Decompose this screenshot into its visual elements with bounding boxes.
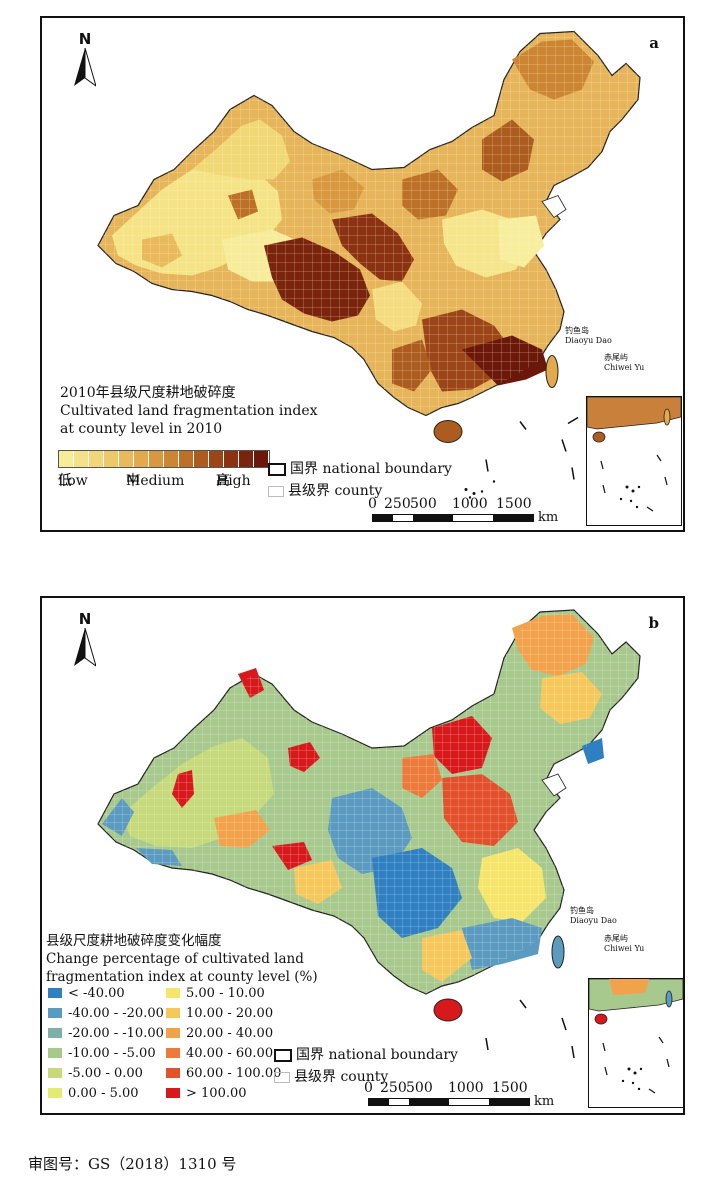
- ramp-swatch: [74, 451, 89, 467]
- label-diaoyu: 钓鱼岛 Diaoyu Dao: [570, 906, 617, 925]
- legend-class-label: 40.00 - 60.00: [186, 1046, 274, 1061]
- map-panel-b: N b 钓鱼岛 Diaoyu Dao 赤尾屿 Chiwei Yu 县级尺度耕地破…: [40, 596, 685, 1115]
- legend-swatch: [48, 1088, 62, 1098]
- legend-swatch: [166, 1048, 180, 1058]
- legend-class-item: 60.00 - 100.00: [166, 1066, 281, 1084]
- south-china-sea-inset-b: [588, 978, 683, 1108]
- north-arrow-b: N: [70, 610, 100, 672]
- panel-letter-b: b: [648, 614, 660, 632]
- legend-class-label: > 100.00: [186, 1086, 247, 1101]
- legend-class-item: 5.00 - 10.00: [166, 986, 265, 1004]
- county-swatch: [268, 485, 284, 497]
- scale-graphic: [368, 1098, 530, 1106]
- legend-class-item: 0.00 - 5.00: [48, 1086, 139, 1104]
- scale-unit: km: [538, 510, 559, 525]
- legend-swatch: [166, 1068, 180, 1078]
- north-label: N: [78, 610, 92, 628]
- boundary-swatch: [268, 462, 286, 476]
- ramp-swatch: [119, 451, 134, 467]
- ramp-swatch: [194, 451, 209, 467]
- scale-unit: km: [534, 1094, 555, 1109]
- legend-title-a: 2010年县级尺度耕地破碎度 Cultivated land fragmenta…: [60, 385, 318, 437]
- label-chiwei: 赤尾屿 Chiwei Yu: [604, 934, 645, 953]
- color-ramp: [58, 450, 270, 468]
- ramp-swatch: [209, 451, 224, 467]
- map-panel-a: N a 钓鱼岛 Diaoyu Dao 赤尾屿 Chiwei Yu 2010年县级…: [40, 16, 685, 532]
- legend-class-label: -5.00 - 0.00: [68, 1066, 143, 1081]
- legend-class-label: 5.00 - 10.00: [186, 986, 265, 1001]
- north-arrow-a: N: [70, 30, 100, 92]
- key-county-b: 县级界 county: [274, 1066, 388, 1086]
- ramp-swatch: [224, 451, 239, 467]
- ramp-swatch: [134, 451, 149, 467]
- north-arrow-icon: [74, 48, 96, 87]
- map-approval-caption: 审图号：GS（2018）1310 号: [28, 1155, 237, 1173]
- legend-swatch: [166, 1028, 180, 1038]
- legend-class-label: -10.00 - -5.00: [68, 1046, 156, 1061]
- legend-swatch: [48, 988, 62, 998]
- legend-swatch: [48, 1048, 62, 1058]
- legend-class-item: 20.00 - 40.00: [166, 1026, 273, 1044]
- scale-ticks: 0 250 500 1000 1500: [368, 496, 532, 512]
- legend-class-label: 60.00 - 100.00: [186, 1066, 282, 1081]
- legend-swatch: [166, 988, 180, 998]
- legend-class-label: -20.00 - -10.00: [68, 1026, 164, 1041]
- legend-class-item: < -40.00: [48, 986, 125, 1004]
- legend-class-item: 40.00 - 60.00: [166, 1046, 273, 1064]
- north-label: N: [78, 30, 92, 48]
- label-chiwei: 赤尾屿 Chiwei Yu: [604, 353, 645, 372]
- legend-class-label: -40.00 - -20.00: [68, 1006, 164, 1021]
- boundary-swatch: [274, 1048, 292, 1062]
- north-arrow-icon: [74, 628, 96, 667]
- key-county-a: 县级界 county: [268, 480, 382, 500]
- ramp-swatch: [239, 451, 254, 467]
- ramp-swatch: [59, 451, 74, 467]
- ramp-swatch: [149, 451, 164, 467]
- scale-bar-b: 0 250 500 1000 1500 km: [364, 1080, 554, 1113]
- scale-bar-a: 0 250 500 1000 1500 km: [368, 496, 558, 530]
- legend-class-item: 10.00 - 20.00: [166, 1006, 273, 1024]
- ramp-swatch: [104, 451, 119, 467]
- ramp-swatch: [89, 451, 104, 467]
- key-national-boundary-b: 国界 national boundary: [274, 1044, 458, 1064]
- legend-swatch: [166, 1088, 180, 1098]
- legend-swatch: [48, 1028, 62, 1038]
- county-swatch: [274, 1071, 290, 1083]
- scale-ticks: 0 250 500 1000 1500: [364, 1080, 528, 1096]
- legend-class-label: < -40.00: [68, 986, 125, 1001]
- scale-graphic: [372, 514, 534, 522]
- legend-swatch: [166, 1008, 180, 1018]
- legend-class-label: 20.00 - 40.00: [186, 1026, 274, 1041]
- china-map-fragmentation: [97, 30, 641, 499]
- label-diaoyu: 钓鱼岛 Diaoyu Dao: [565, 326, 612, 345]
- south-china-sea-inset-a: [586, 396, 682, 526]
- legend-class-item: > 100.00: [166, 1086, 247, 1104]
- panel-letter-a: a: [649, 34, 659, 52]
- ramp-swatch: [254, 451, 269, 467]
- china-map-change: [97, 609, 641, 1059]
- ramp-swatch: [164, 451, 179, 467]
- key-national-boundary-a: 国界 national boundary: [268, 458, 452, 478]
- legend-class-label: 10.00 - 20.00: [186, 1006, 274, 1021]
- legend-class-item: -40.00 - -20.00: [48, 1006, 164, 1024]
- legend-class-label: 0.00 - 5.00: [68, 1086, 139, 1101]
- legend-class-item: -10.00 - -5.00: [48, 1046, 156, 1064]
- legend-swatch: [48, 1008, 62, 1018]
- legend-class-item: -5.00 - 0.00: [48, 1066, 143, 1084]
- legend-title-b: 县级尺度耕地破碎度变化幅度 Change percentage of culti…: [46, 933, 318, 985]
- ramp-swatch: [179, 451, 194, 467]
- legend-class-item: -20.00 - -10.00: [48, 1026, 164, 1044]
- legend-swatch: [48, 1068, 62, 1078]
